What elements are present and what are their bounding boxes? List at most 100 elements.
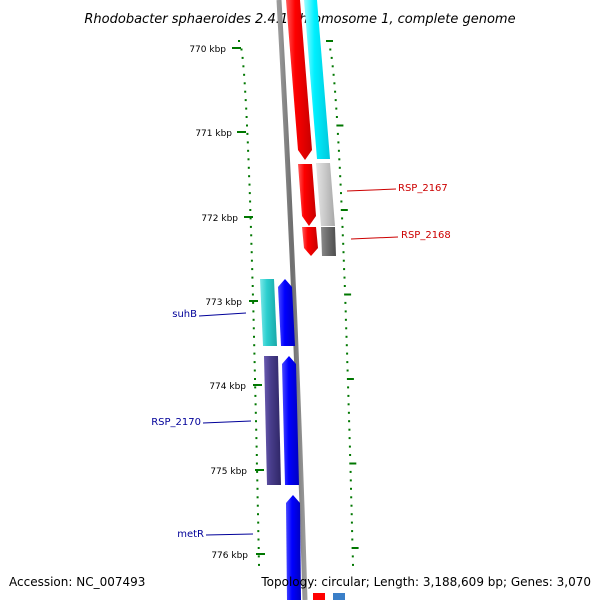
feature-red-top[interactable] (286, 0, 312, 160)
inner-tick-dot (244, 99, 247, 102)
outer-tick-dot (326, 40, 333, 42)
inner-tick-dot (246, 141, 249, 144)
gene-label-rsp-2167[interactable]: RSP_2167 (398, 183, 448, 194)
inner-tick-dot (256, 496, 259, 499)
outer-tick-marks (326, 40, 359, 566)
feature-rsp-2170[interactable] (264, 356, 281, 485)
inner-tick-dot (251, 268, 254, 271)
inner-tick-dot (254, 378, 256, 380)
leader-rsp-2167 (346, 188, 397, 192)
feature-red-middle[interactable] (298, 164, 316, 226)
outer-tick-dot (344, 310, 347, 313)
inner-tick-dot (250, 259, 253, 262)
outer-tick-dot (345, 327, 348, 330)
feature-red-bottom[interactable] (302, 227, 318, 256)
inner-tick-dot (247, 158, 250, 161)
inner-tick-dot (255, 445, 258, 448)
inner-tick-dot (240, 48, 243, 51)
tick-label-772: 772 kbp (201, 214, 238, 224)
inner-tick-dot (249, 225, 252, 228)
feature-suhb[interactable] (260, 279, 277, 346)
inner-tick-dot (238, 40, 240, 42)
outer-tick-dot (348, 445, 351, 448)
outer-tick-dot (335, 116, 338, 118)
inner-tick-dot (256, 487, 259, 490)
outer-tick-dot (342, 259, 345, 262)
outer-tick-dot (339, 183, 342, 186)
inner-tick-dot (255, 454, 258, 456)
outer-tick-dot (351, 547, 359, 549)
sequence-backbone (276, 0, 308, 600)
outer-tick-dot (351, 530, 354, 533)
outer-tick-dot (349, 470, 352, 473)
outer-tick-dot (341, 234, 344, 237)
outer-tick-dot (337, 149, 340, 152)
inner-tick-dot (246, 132, 249, 135)
inner-tick-dot (256, 479, 259, 482)
outer-tick-dot (348, 420, 351, 423)
inner-tick-dot (256, 504, 259, 507)
outer-tick-dot (348, 428, 351, 431)
outer-tick-dot (349, 462, 357, 465)
inner-tick-dot (257, 530, 260, 533)
feature-bottom-red[interactable] (313, 593, 325, 600)
inner-tick-dot (254, 386, 257, 389)
outer-tick-dot (346, 369, 349, 372)
tick-label-775: 775 kbp (210, 467, 247, 477)
outer-tick-dot (346, 352, 349, 355)
inner-tick-dot (256, 470, 259, 473)
outer-tick-dot (334, 90, 337, 93)
outer-tick-dot (350, 521, 353, 524)
outer-tick-dot (341, 217, 344, 220)
gene-label-rsp-2170[interactable]: RSP_2170 (151, 417, 201, 428)
outer-tick-dot (334, 99, 337, 102)
inner-tick-dot (257, 547, 260, 549)
outer-tick-dot (350, 504, 353, 507)
inner-tick-dot (253, 352, 256, 355)
tick-label-774: 774 kbp (209, 382, 246, 392)
outer-tick-dot (340, 200, 343, 203)
inner-tick-dot (253, 344, 256, 347)
outer-tick-dot (350, 487, 352, 490)
outer-tick-dot (349, 454, 352, 456)
outer-tick-dot (344, 318, 347, 321)
inner-tick-dot (251, 276, 254, 279)
inner-tick-dot (247, 166, 250, 169)
tick-label-770: 770 kbp (189, 45, 226, 55)
inner-tick-dot (242, 65, 245, 68)
outer-tick-dot (343, 276, 346, 279)
outer-tick-dot (347, 394, 350, 397)
feature-metr[interactable] (286, 495, 301, 600)
topology-text: Topology: circular; Length: 3,188,609 bp… (261, 575, 591, 589)
feature-bottom-blue[interactable] (333, 593, 345, 600)
inner-tick-dot (251, 293, 254, 296)
outer-tick-dot (338, 166, 341, 169)
feature-blue-1[interactable] (278, 279, 295, 346)
gene-label-suhb[interactable]: suhB (172, 309, 197, 320)
outer-tick-dot (340, 209, 348, 211)
inner-tick-dot (243, 73, 246, 76)
feature-rsp-2168[interactable] (321, 227, 336, 256)
inner-tick-dot (243, 82, 246, 85)
gene-label-rsp-2168[interactable]: RSP_2168 (401, 230, 451, 241)
outer-tick-dot (340, 192, 342, 195)
inner-tick-dot (255, 437, 258, 440)
feature-rsp-2167[interactable] (316, 163, 335, 226)
feature-blue-2[interactable] (282, 356, 299, 485)
outer-tick-dot (347, 403, 350, 406)
inner-tick-dot (257, 521, 260, 524)
outer-tick-dot (342, 251, 345, 254)
outer-tick-dot (330, 56, 333, 59)
inner-tick-dot (249, 209, 252, 211)
leader-rsp-2170 (202, 420, 252, 424)
outer-tick-dot (348, 437, 351, 440)
gene-label-metr[interactable]: metR (177, 529, 204, 540)
feature-cyan-top[interactable] (304, 0, 330, 159)
outer-tick-dot (343, 268, 346, 271)
inner-tick-dot (251, 285, 254, 287)
tick-label-773: 773 kbp (205, 298, 242, 308)
outer-tick-dot (333, 82, 336, 85)
inner-tick-dot (250, 251, 253, 254)
outer-tick-dot (352, 563, 354, 566)
outer-tick-dot (351, 538, 354, 541)
